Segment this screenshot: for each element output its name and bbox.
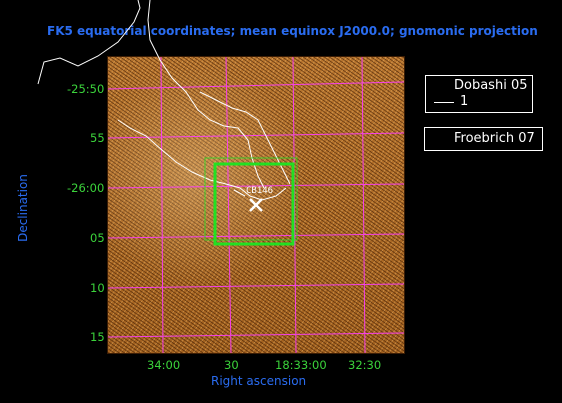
legend-dobashi-entry: 1 (460, 94, 469, 109)
legend-froebrich-title: Froebrich 07 (454, 131, 535, 146)
object-label: CB146 (246, 186, 274, 196)
y-tick-label: -26:00 (67, 181, 105, 195)
marker-pointer (233, 189, 246, 197)
froebrich-boxes (204, 157, 298, 246)
y-tick-label: 55 (90, 131, 105, 145)
legend-line-swatch (434, 102, 454, 103)
legend-dobashi: Dobashi 05 1 (425, 75, 533, 113)
y-tick-label: 15 (90, 330, 105, 344)
object-marker (249, 198, 263, 212)
coordinate-grid (107, 56, 405, 354)
x-tick-label: 18:33:00 (275, 358, 327, 372)
dobashi-contours (37, 0, 291, 201)
x-axis-title: Right ascension (211, 374, 307, 388)
x-tick-label: 30 (224, 358, 239, 372)
plot-title: FK5 equatorial coordinates; mean equinox… (47, 24, 538, 38)
legend-froebrich: Froebrich 07 (424, 127, 543, 151)
x-tick-label: 32:30 (348, 358, 382, 372)
legend-dobashi-title: Dobashi 05 (454, 78, 528, 93)
y-tick-label: 05 (90, 231, 105, 245)
y-axis-title: Declination (16, 174, 30, 242)
y-tick-label: -25:50 (67, 82, 105, 96)
x-tick-label: 34:00 (147, 358, 181, 372)
y-tick-label: 10 (90, 281, 105, 295)
